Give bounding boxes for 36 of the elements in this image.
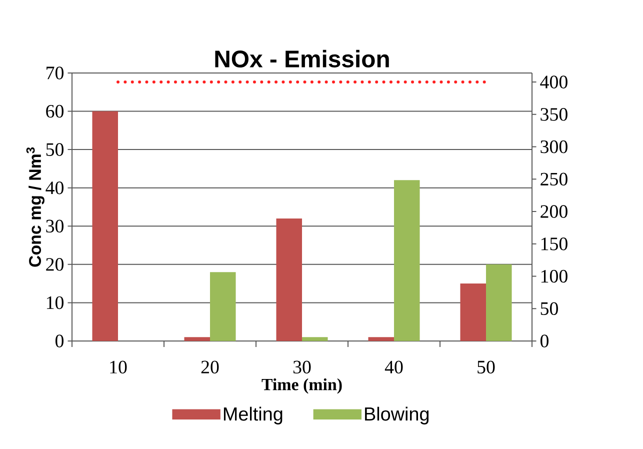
y2-tick-label: 50 [540,302,558,316]
y-tick-label: 30 [46,220,64,233]
x-tick-label: 20 [201,360,219,374]
bar [486,264,512,341]
y-tick-label: 50 [46,143,64,156]
legend-label: Melting [224,406,282,424]
y-tick-label: 20 [46,258,64,271]
y-axis-title: Conc mg / Nm$^{3}$ [26,147,44,267]
y-tick-label: 70 [46,66,64,80]
y2-tick-label: 250 [540,172,568,186]
bar [276,218,302,341]
y2-tick-label: 300 [540,140,568,154]
y2-tick-label: 350 [540,108,568,121]
chart-title: NOx - Emission [215,50,389,68]
bar [368,337,394,341]
x-tick-label: 40 [384,360,403,374]
bar [92,111,118,341]
y2-tick-label: 100 [541,270,568,283]
x-axis-title: Time (min) [262,378,342,394]
y-tick-label: 10 [46,296,64,310]
bar [460,284,486,341]
bar [394,180,420,341]
x-tick-label: 50 [478,360,495,374]
y-tick-label: 0 [55,334,64,348]
bar [184,337,210,341]
x-tick-label: 30 [293,360,311,374]
y2-tick-label: 150 [541,238,568,250]
y2-tick-label: 0 [540,334,549,348]
bar [210,272,236,341]
y2-tick-label: 200 [540,205,568,218]
y2-tick-label: 400 [540,76,568,88]
x-tick-label: 10 [110,360,127,374]
bar [302,337,328,341]
y-tick-label: 40 [46,181,64,194]
legend-label: Blowing [365,406,429,424]
y-tick-label: 60 [46,104,64,118]
